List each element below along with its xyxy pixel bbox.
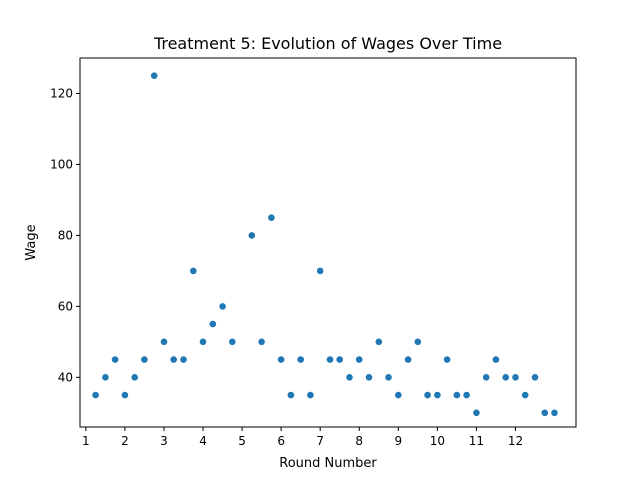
data-point-19	[277, 356, 285, 363]
x-tick-label-5: 5	[238, 434, 246, 448]
y-tick-label-40: 40	[58, 370, 73, 384]
data-point-40	[482, 374, 490, 381]
data-point-39	[473, 409, 480, 417]
data-point-4	[121, 391, 129, 399]
data-point-36	[443, 356, 451, 363]
x-axis: 1 2 3 4 5 6 7 8 9 10 11 12	[82, 427, 523, 448]
data-point-9	[170, 356, 177, 363]
y-tick-label-60: 60	[58, 299, 73, 313]
x-tick-label-4: 4	[199, 434, 207, 448]
data-point-42	[502, 374, 510, 381]
data-point-3	[111, 356, 119, 363]
x-tick-label-9: 9	[394, 434, 402, 448]
data-point-21	[297, 356, 305, 363]
data-point-15	[229, 338, 236, 346]
data-point-25	[336, 356, 344, 363]
data-point-32	[404, 356, 412, 363]
chart-title: Treatment 5: Evolution of Wages Over Tim…	[153, 34, 502, 53]
data-point-45	[531, 374, 539, 381]
x-tick-label-6: 6	[277, 434, 285, 448]
data-point-35	[434, 391, 441, 399]
data-point-26	[346, 374, 353, 381]
y-tick-label-100: 100	[50, 157, 73, 171]
x-tick-label-10: 10	[430, 434, 445, 448]
data-point-5	[131, 374, 138, 381]
data-point-37	[453, 391, 461, 399]
data-point-14	[219, 303, 226, 310]
data-point-10	[180, 356, 187, 363]
y-axis-label: Wage	[24, 224, 39, 260]
data-point-12	[199, 338, 207, 346]
data-point-18	[268, 214, 275, 221]
y-axis: 40 60 80 100 120	[50, 86, 80, 384]
x-tick-label-12: 12	[508, 434, 523, 448]
data-point-33	[414, 338, 422, 346]
data-point-2	[102, 374, 109, 381]
data-point-27	[355, 356, 363, 363]
plot-points	[92, 72, 558, 417]
data-point-46	[541, 409, 549, 417]
data-point-41	[492, 356, 500, 363]
data-point-23	[316, 267, 324, 275]
data-point-44	[521, 391, 529, 399]
data-point-34	[424, 391, 431, 399]
data-point-1	[92, 391, 99, 399]
data-point-28	[365, 374, 373, 381]
data-point-20	[287, 391, 295, 399]
data-point-6	[141, 356, 148, 363]
x-tick-label-3: 3	[160, 434, 168, 448]
x-tick-label-11: 11	[469, 434, 484, 448]
data-point-29	[375, 338, 383, 346]
data-point-7	[150, 72, 158, 79]
data-point-16	[248, 232, 256, 239]
data-point-31	[395, 391, 402, 399]
data-point-8	[160, 338, 168, 346]
x-tick-label-8: 8	[355, 434, 363, 448]
data-point-43	[512, 374, 519, 381]
data-point-22	[307, 391, 314, 399]
data-point-13	[209, 320, 217, 328]
data-point-38	[463, 391, 470, 399]
data-point-17	[258, 338, 265, 346]
data-point-11	[190, 267, 197, 275]
x-tick-label-1: 1	[82, 434, 90, 448]
plot-frame	[79, 57, 577, 428]
y-tick-label-120: 120	[50, 86, 73, 100]
x-tick-label-2: 2	[121, 434, 129, 448]
y-tick-label-80: 80	[58, 228, 73, 242]
x-axis-label: Round Number	[279, 456, 377, 471]
x-tick-label-7: 7	[316, 434, 324, 448]
data-point-30	[385, 374, 392, 381]
data-point-47	[551, 409, 558, 417]
data-point-24	[326, 356, 334, 363]
